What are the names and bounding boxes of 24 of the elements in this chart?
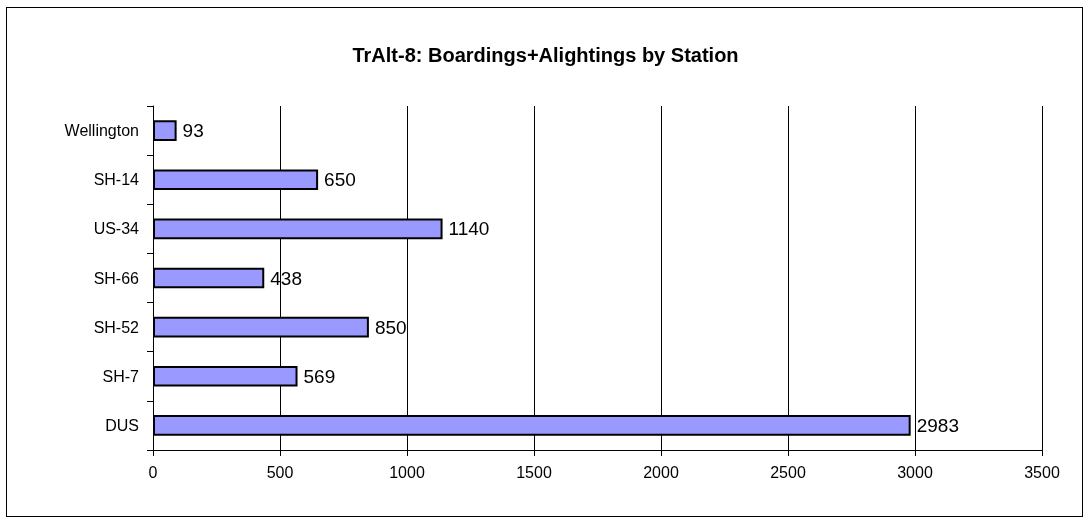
x-tick-label: 1000 xyxy=(389,463,425,481)
data-label: 850 xyxy=(374,316,407,338)
x-tick-label: 2000 xyxy=(643,463,679,481)
bar xyxy=(153,120,177,141)
y-tick-label: Wellington xyxy=(64,122,139,140)
data-label: 569 xyxy=(303,365,336,387)
x-tick-label: 500 xyxy=(266,463,294,481)
x-tick-label: 2500 xyxy=(770,463,806,481)
x-tick-label: 0 xyxy=(148,463,158,481)
y-tick-label: SH-14 xyxy=(93,171,140,189)
x-tick-label: 3000 xyxy=(897,463,933,481)
y-tick-label: DUS xyxy=(105,416,139,434)
data-label: 93 xyxy=(182,120,204,142)
y-tick-label: SH-66 xyxy=(93,269,140,287)
data-label: 2983 xyxy=(916,414,959,436)
x-tick-label: 3500 xyxy=(1024,463,1060,481)
chart-title: TrAlt-8: Boardings+Alightings by Station xyxy=(352,44,739,66)
bar xyxy=(153,267,265,289)
data-label: 650 xyxy=(324,169,356,191)
data-label: 1140 xyxy=(448,218,490,240)
y-tick-label: SH-7 xyxy=(102,367,140,385)
x-tick-label: 1500 xyxy=(516,463,552,481)
y-tick-label: US-34 xyxy=(93,220,140,238)
y-tick-label: SH-52 xyxy=(93,318,140,336)
